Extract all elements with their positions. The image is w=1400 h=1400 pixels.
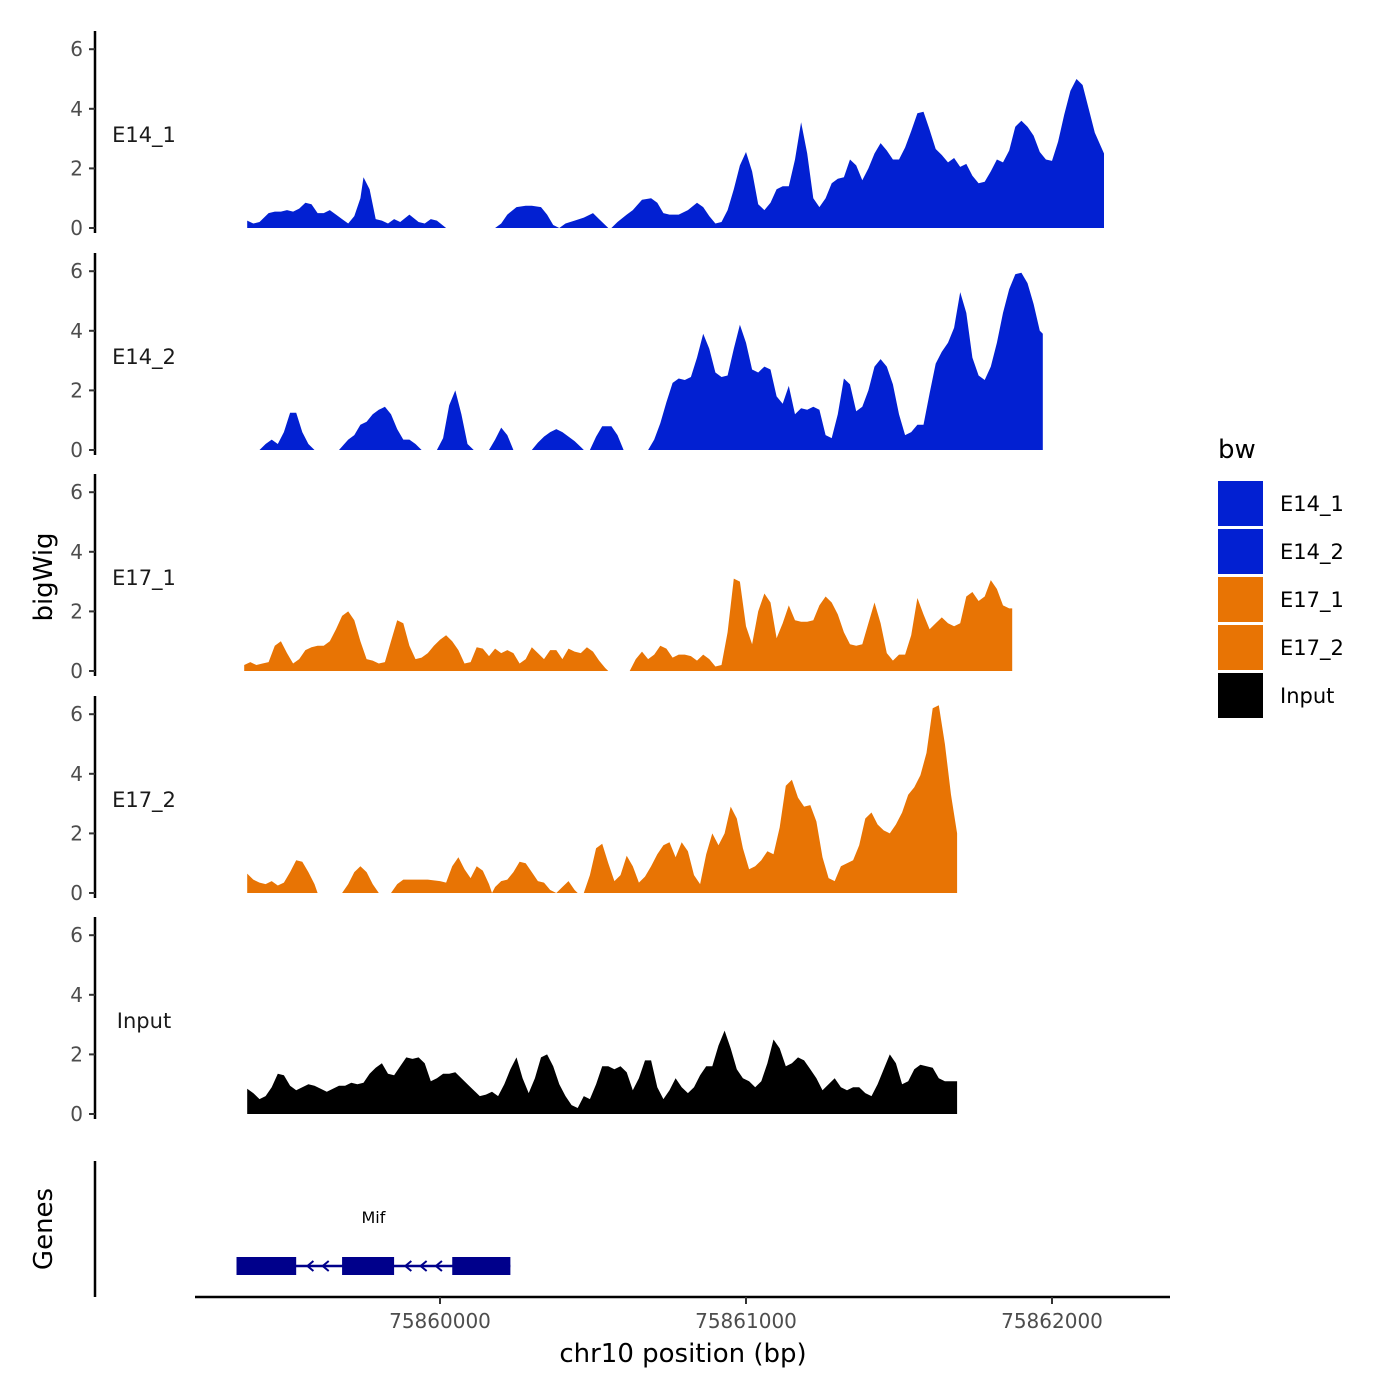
y-tick-label: 0 (70, 659, 83, 683)
legend: bw E14_1 E14_2 E17_1 E17_2 Input (1218, 435, 1344, 718)
track-label: E14_2 (112, 345, 176, 370)
area-E17_1 (244, 578, 1013, 671)
gene-exon (452, 1257, 511, 1275)
gene-exon (342, 1257, 395, 1275)
track-label: Input (117, 1009, 171, 1033)
legend-key-E17_2 (1218, 625, 1263, 670)
x-tick-label: 75860000 (389, 1309, 491, 1333)
legend-label: Input (1280, 684, 1334, 708)
legend-key-E14_2 (1218, 529, 1263, 574)
track-label: E14_1 (112, 123, 176, 148)
y-tick-label: 4 (70, 540, 83, 564)
strand-arrow (305, 1260, 315, 1272)
strand-arrow (321, 1260, 330, 1272)
y-tick-label: 6 (70, 37, 83, 61)
track-E17_1: 0 2 4 6 E17_1 (70, 474, 1013, 683)
x-axis: 75860000 75861000 75862000 (195, 1295, 1170, 1333)
x-axis-title: chr10 position (bp) (559, 1339, 806, 1369)
legend-key-Input (1218, 673, 1263, 718)
y-tick-label: 0 (70, 881, 83, 905)
legend-key-E14_1 (1218, 481, 1263, 526)
track-label: E17_1 (112, 566, 176, 591)
y-tick-label: 0 (70, 438, 83, 462)
legend-label: E17_1 (1280, 588, 1344, 613)
legend-label: E14_2 (1280, 540, 1344, 565)
y-tick-label: 2 (70, 378, 83, 402)
x-tick-label: 75861000 (695, 1309, 797, 1333)
y-tick-label: 6 (70, 259, 83, 283)
y-tick-label: 4 (70, 762, 83, 786)
y-axis-title: bigWig (29, 532, 59, 621)
legend-label: E14_1 (1280, 492, 1344, 517)
y-tick-label: 0 (70, 216, 83, 240)
y-tick-label: 2 (70, 1042, 83, 1066)
track-E14_2: 0 2 4 6 E14_2 (70, 253, 1043, 462)
y-tick-label: 6 (70, 480, 83, 504)
gene-name-label: Mif (361, 1208, 385, 1227)
y-tick-label: 4 (70, 983, 83, 1007)
y-tick-label: 2 (70, 156, 83, 180)
track-E14_1: 0 2 4 6 E14_1 (70, 31, 1104, 240)
legend-key-E17_1 (1218, 577, 1263, 622)
genes-track: Genes Mif (29, 1161, 511, 1297)
y-tick-label: 6 (70, 702, 83, 726)
y-tick-label: 2 (70, 821, 83, 845)
legend-title: bw (1218, 435, 1256, 465)
strand-arrow (434, 1260, 443, 1272)
y-tick-label: 0 (70, 1102, 83, 1126)
track-Input: 0 2 4 6 Input (70, 917, 958, 1126)
y-tick-label: 2 (70, 599, 83, 623)
area-E17_2 (247, 705, 958, 893)
track-E17_2: 0 2 4 6 E17_2 (70, 696, 958, 905)
y-tick-label: 4 (70, 97, 83, 121)
legend-label: E17_2 (1280, 636, 1344, 661)
y-tick-label: 6 (70, 923, 83, 947)
strand-arrow (403, 1260, 412, 1272)
gene-exon (236, 1257, 297, 1275)
area-E14_2 (259, 272, 1043, 450)
signal-tracks: 0 2 4 6 E14_1 0 2 4 6 E14_2 0 2 4 6 E17_1 0 2 4 6 E17_2 0 2 4 6… (70, 31, 1104, 1126)
genes-track-label: Genes (29, 1188, 59, 1270)
track-label: E17_2 (112, 788, 176, 813)
area-E14_1 (247, 79, 1104, 228)
y-tick-label: 4 (70, 319, 83, 343)
area-Input (247, 1030, 958, 1114)
x-tick-label: 75862000 (1001, 1309, 1103, 1333)
strand-arrow (419, 1260, 428, 1272)
